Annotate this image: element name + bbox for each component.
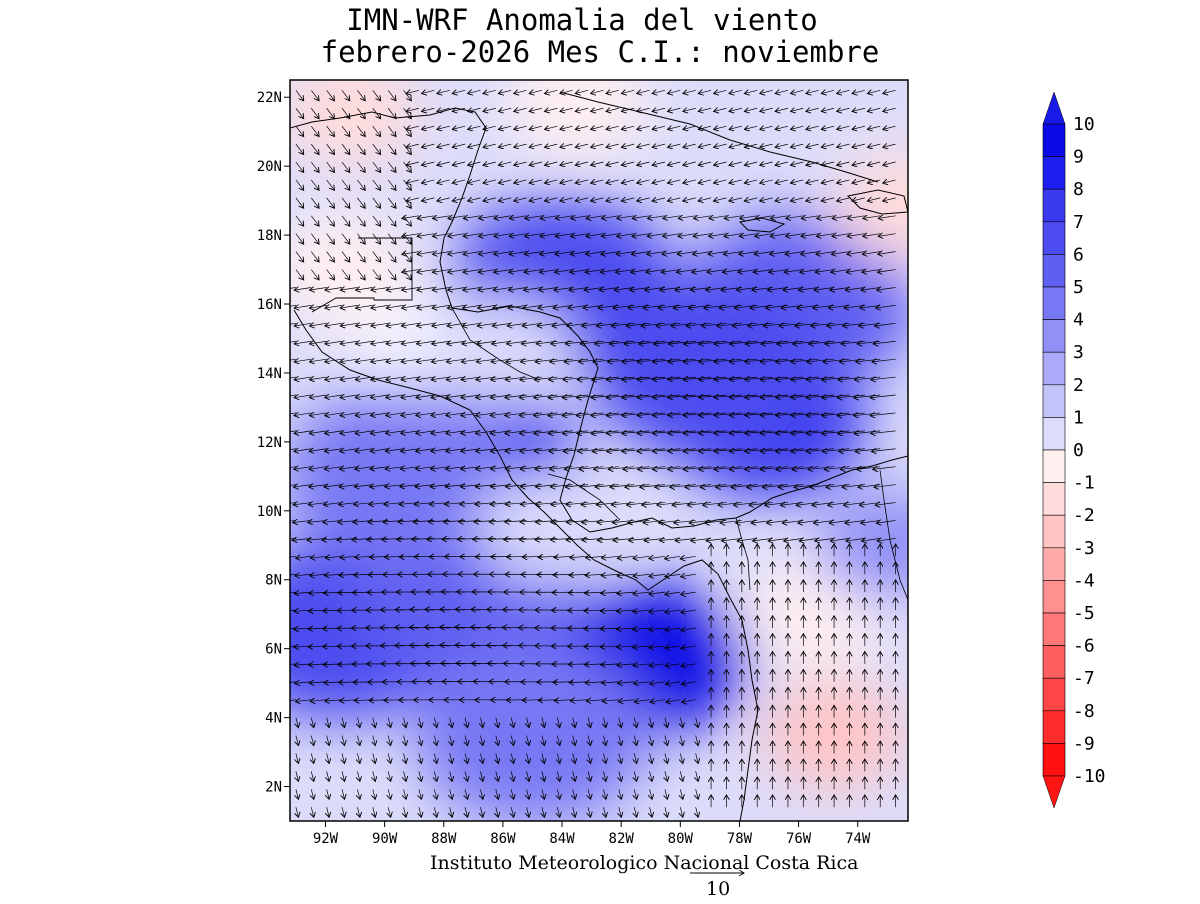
colorbar-box bbox=[1043, 743, 1065, 776]
lon-tick-label: 80W bbox=[668, 831, 694, 847]
colorbar-label: -10 bbox=[1073, 766, 1106, 787]
colorbar-label: 10 bbox=[1073, 114, 1095, 135]
colorbar-box bbox=[1043, 515, 1065, 548]
anomaly-region bbox=[505, 49, 648, 159]
lon-tick-label: 86W bbox=[490, 831, 516, 847]
lat-tick-label: 2N bbox=[265, 780, 282, 796]
lat-tick-label: 8N bbox=[265, 573, 282, 589]
colorbar-label: -7 bbox=[1073, 668, 1095, 689]
anomaly-region bbox=[476, 473, 619, 583]
colorbar-box bbox=[1043, 483, 1065, 516]
lat-tick-label: 22N bbox=[257, 90, 282, 106]
lon-tick-label: 76W bbox=[786, 831, 812, 847]
colorbar-label: -6 bbox=[1073, 636, 1095, 657]
colorbar-label: 8 bbox=[1073, 179, 1084, 200]
lat-tick-label: 16N bbox=[257, 297, 282, 313]
lon-tick-label: 92W bbox=[313, 831, 339, 847]
colorbar-extend-high bbox=[1043, 92, 1065, 124]
colorbar-box bbox=[1043, 157, 1065, 190]
lat-tick-label: 4N bbox=[265, 711, 282, 727]
anomaly-region bbox=[415, 645, 649, 825]
colorbar-box bbox=[1043, 548, 1065, 581]
colorbar-label: -5 bbox=[1073, 603, 1095, 624]
colorbar-label: 1 bbox=[1073, 407, 1084, 428]
lat-tick-label: 14N bbox=[257, 366, 282, 382]
lat-tick-label: 20N bbox=[257, 159, 282, 175]
colorbar-label: 7 bbox=[1073, 212, 1084, 233]
colorbar-box bbox=[1043, 417, 1065, 450]
colorbar-extend-low bbox=[1043, 776, 1065, 808]
colorbar-label: -4 bbox=[1073, 570, 1095, 591]
lon-tick-label: 82W bbox=[609, 831, 635, 847]
colorbar-box bbox=[1043, 580, 1065, 613]
lat-tick-label: 6N bbox=[265, 642, 282, 658]
lat-tick-label: 10N bbox=[257, 504, 282, 520]
colorbar-label: -3 bbox=[1073, 538, 1095, 559]
colorbar-box bbox=[1043, 450, 1065, 483]
colorbar-box bbox=[1043, 385, 1065, 418]
colorbar-label: 3 bbox=[1073, 342, 1084, 363]
colorbar-box bbox=[1043, 613, 1065, 646]
credit-text: Instituto Meteorologico Nacional Costa R… bbox=[430, 852, 858, 874]
lon-tick-label: 78W bbox=[727, 831, 753, 847]
colorbar-box bbox=[1043, 352, 1065, 385]
colorbar-label: 6 bbox=[1073, 244, 1084, 265]
colorbar-box bbox=[1043, 287, 1065, 320]
colorbar-label: -1 bbox=[1073, 473, 1095, 494]
colorbar-box bbox=[1043, 124, 1065, 157]
colorbar-box bbox=[1043, 254, 1065, 287]
colorbar-box bbox=[1043, 646, 1065, 679]
colorbar-box bbox=[1043, 320, 1065, 353]
colorbar-box bbox=[1043, 678, 1065, 711]
reference-vector-label: 10 bbox=[706, 878, 730, 900]
colorbar-box bbox=[1043, 222, 1065, 255]
colorbar-label: -8 bbox=[1073, 701, 1095, 722]
colorbar-label: 4 bbox=[1073, 310, 1084, 331]
anomaly-region bbox=[278, 56, 421, 166]
lon-tick-label: 74W bbox=[845, 831, 871, 847]
lat-tick-label: 18N bbox=[257, 228, 282, 244]
lon-tick-label: 90W bbox=[372, 831, 398, 847]
lat-tick-label: 12N bbox=[257, 435, 282, 451]
anomaly-region bbox=[593, 283, 827, 463]
anomaly-region bbox=[831, 153, 974, 263]
anomaly-region bbox=[816, 490, 959, 600]
lon-tick-label: 88W bbox=[431, 831, 457, 847]
colorbar-box bbox=[1043, 711, 1065, 744]
colorbar-label: 5 bbox=[1073, 277, 1084, 298]
lon-tick-label: 84W bbox=[549, 831, 575, 847]
colorbar-label: -9 bbox=[1073, 733, 1095, 754]
colorbar-label: 2 bbox=[1073, 375, 1084, 396]
colorbar-label: 9 bbox=[1073, 147, 1084, 168]
colorbar-box bbox=[1043, 189, 1065, 222]
anomaly-region bbox=[431, 297, 574, 407]
colorbar-label: -2 bbox=[1073, 505, 1095, 526]
colorbar-label: 0 bbox=[1073, 440, 1084, 461]
anomaly-shading bbox=[223, 49, 973, 825]
